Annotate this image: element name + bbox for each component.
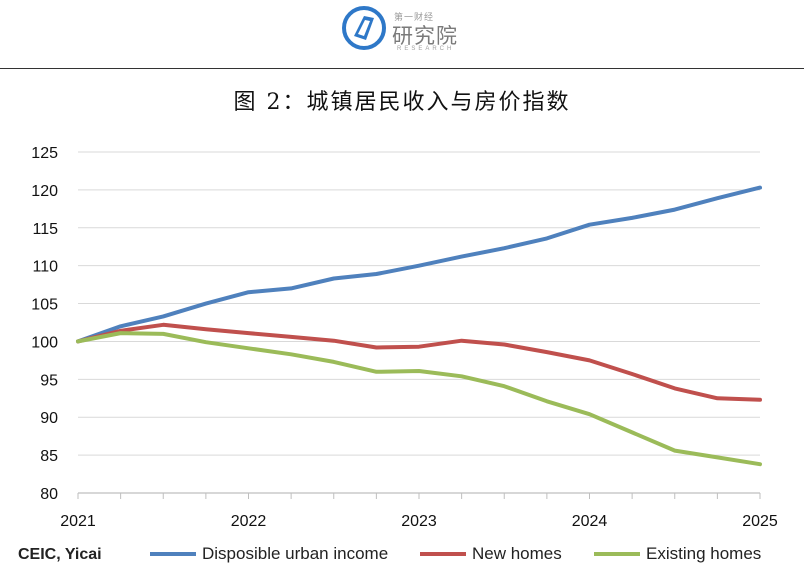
legend-item-new-homes: New homes	[420, 542, 562, 566]
chart-axes	[77, 492, 761, 499]
x-axis-ticks: 2021 2022 2023 2024 2025	[60, 513, 778, 530]
x-tick-label-2023: 2023	[401, 513, 437, 530]
y-tick-label-90: 90	[40, 410, 58, 427]
legend-swatch-existing-homes	[594, 552, 640, 556]
chart-footer: CEIC, Yicai Disposible urban income New …	[0, 538, 804, 574]
legend-label-existing-homes: Existing homes	[646, 544, 762, 563]
series-line-existing-homes	[76, 331, 762, 467]
legend-item-existing-homes: Existing homes	[594, 542, 761, 566]
chart-gridlines	[78, 151, 760, 456]
y-tick-label-85: 85	[40, 448, 58, 465]
chart-title: 图 2：城镇居民收入与房价指数	[233, 90, 571, 115]
y-tick-label-115: 115	[32, 221, 58, 238]
header-divider	[0, 68, 804, 69]
legend-item-income: Disposible urban income	[150, 542, 388, 566]
y-tick-label-100: 100	[31, 334, 58, 351]
y-tick-label-105: 105	[31, 297, 58, 314]
x-tick-label-2025: 2025	[742, 513, 778, 530]
legend-label-new-homes: New homes	[472, 544, 562, 563]
y-tick-label-95: 95	[40, 372, 58, 389]
logo-sub-text: RESEARCH	[397, 46, 455, 52]
x-tick-label-2021: 2021	[60, 513, 96, 530]
y-tick-label-110: 110	[32, 259, 58, 276]
y-tick-label-120: 120	[31, 183, 58, 200]
x-tick-label-2024: 2024	[572, 513, 608, 530]
report-header: 第一财经 研究院 RESEARCH	[0, 0, 804, 70]
logo-main-text: 研究院	[392, 24, 458, 48]
logo-emblem-icon	[342, 6, 386, 50]
logo-top-text: 第一财经	[394, 13, 435, 23]
y-tick-label-125: 125	[31, 145, 58, 162]
y-tick-label-80: 80	[40, 486, 58, 503]
y-axis-ticks: 80 85 90 95 100 105 110 115 120 125	[31, 145, 58, 503]
x-tick-label-2022: 2022	[231, 513, 267, 530]
series-line-income	[76, 185, 762, 344]
source-label: CEIC, Yicai	[18, 546, 102, 563]
legend-swatch-new-homes	[420, 552, 466, 556]
legend-swatch-income	[150, 552, 196, 556]
series-line-new-homes	[76, 322, 762, 402]
legend-label-income: Disposible urban income	[202, 544, 389, 563]
chart-series	[76, 185, 762, 467]
yicai-research-logo: 第一财经 研究院 RESEARCH	[342, 4, 472, 56]
